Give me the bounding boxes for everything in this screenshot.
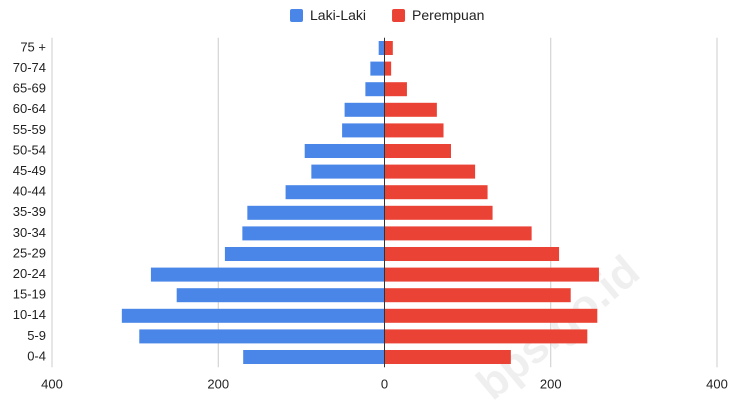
bar: [384, 246, 560, 262]
bar: [384, 308, 598, 323]
bar: [139, 329, 385, 344]
bar: [224, 246, 385, 262]
legend-swatch: [392, 9, 406, 22]
y-tick-label: 15-19: [13, 287, 46, 302]
y-tick-label: 0-4: [27, 348, 46, 363]
x-tick-label: 400: [41, 377, 63, 392]
bar: [384, 205, 493, 220]
y-tick-label: 10-14: [13, 307, 46, 322]
bar: [384, 288, 571, 303]
y-tick-label: 50-54: [13, 142, 46, 157]
bar: [285, 185, 385, 200]
y-tick-label: 70-74: [13, 60, 46, 75]
y-tick-label: 5-9: [27, 328, 46, 343]
bar: [384, 82, 407, 97]
bar: [247, 205, 385, 220]
y-tick-label: 25-29: [13, 245, 46, 260]
bar: [384, 329, 588, 344]
y-tick-label: 55-59: [13, 122, 46, 137]
x-tick-label: 0: [381, 377, 388, 392]
legend-label: Perempuan: [412, 7, 484, 23]
bar: [384, 123, 444, 138]
legend: Laki-Laki Perempuan: [290, 7, 484, 23]
y-tick-label: 40-44: [13, 184, 46, 199]
bar: [311, 164, 385, 179]
legend-label: Laki-Laki: [310, 7, 366, 23]
bar: [384, 143, 451, 159]
bar: [384, 267, 599, 282]
bar: [384, 61, 392, 76]
x-tick-label: 200: [540, 377, 562, 392]
y-tick-label: 30-34: [13, 225, 46, 240]
bar: [384, 349, 511, 365]
bar: [150, 267, 385, 282]
bar: [304, 143, 385, 159]
bar: [384, 40, 393, 56]
bar: [378, 40, 385, 56]
bar: [242, 226, 385, 241]
bar: [384, 164, 476, 179]
y-tick-label: 75 +: [20, 39, 46, 54]
y-tick-label: 65-69: [13, 81, 46, 96]
legend-swatch: [290, 9, 303, 22]
bar: [342, 123, 385, 138]
bar: [344, 102, 385, 117]
bar: [243, 349, 385, 365]
bar: [384, 185, 488, 200]
y-tick-label: 60-64: [13, 101, 46, 116]
bar: [370, 61, 385, 76]
bar: [384, 102, 437, 117]
y-tick-label: 20-24: [13, 266, 46, 281]
y-tick-label: 35-39: [13, 204, 46, 219]
bar: [121, 308, 385, 323]
x-tick-label: 200: [207, 377, 229, 392]
bar: [176, 288, 385, 303]
y-tick-label: 45-49: [13, 163, 46, 178]
bar: [365, 82, 385, 97]
bar: [384, 226, 532, 241]
x-tick-label: 400: [706, 377, 728, 392]
